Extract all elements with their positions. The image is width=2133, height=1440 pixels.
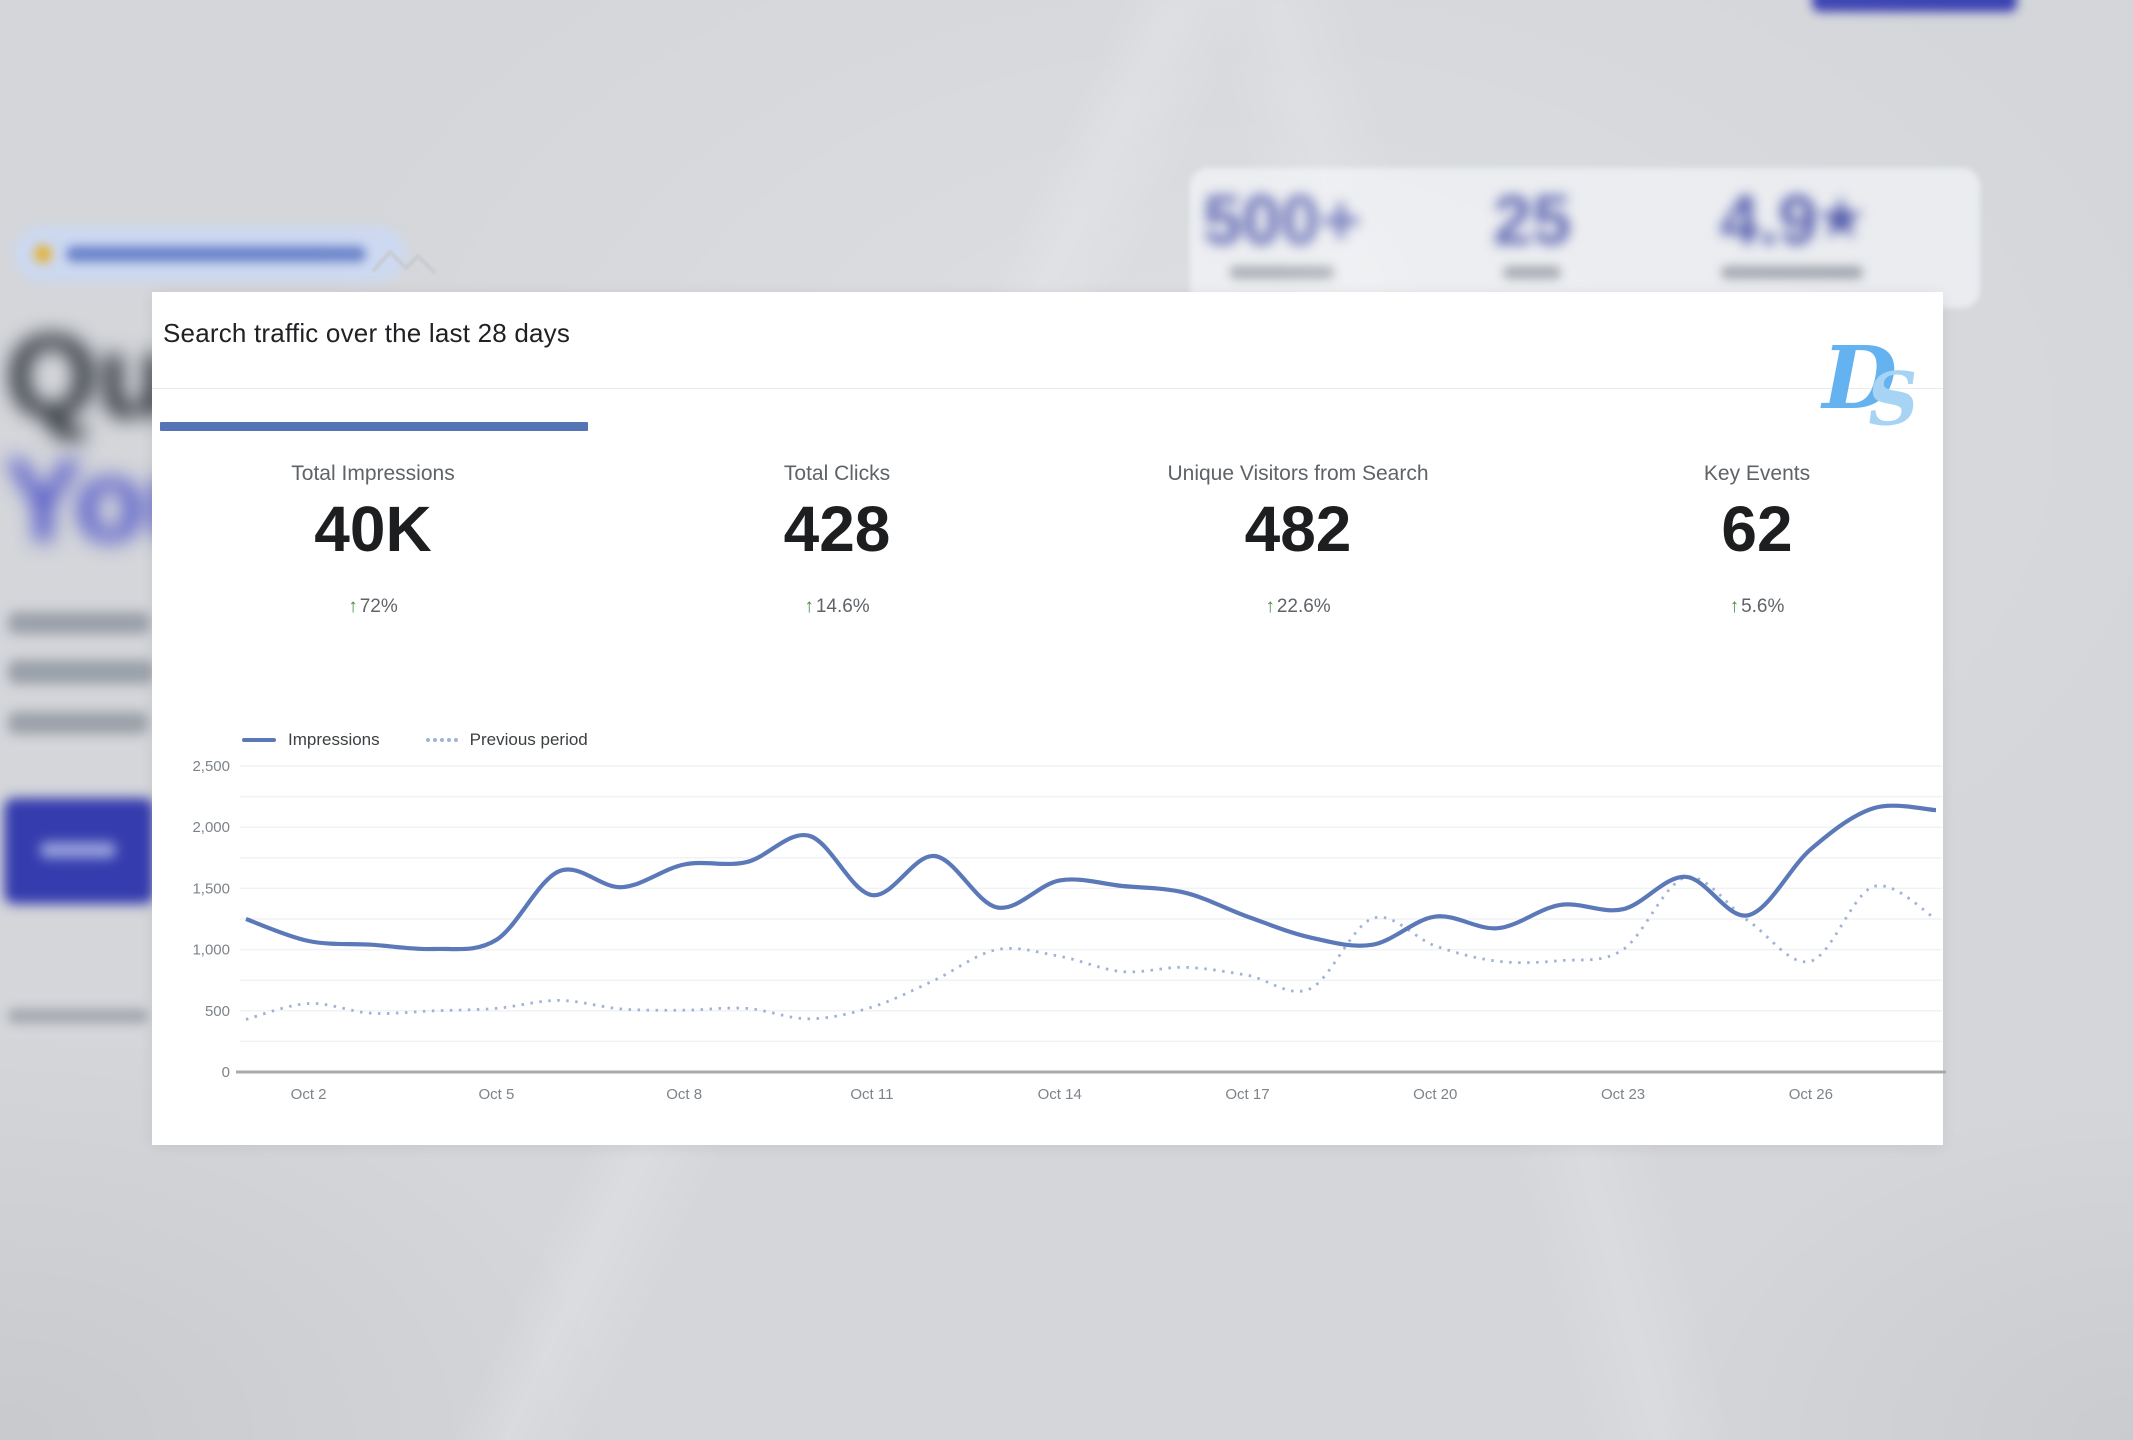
background-stat-rating: 4.9★ [1720, 180, 1864, 260]
dotted-line-swatch [425, 738, 458, 742]
series-line-impressions [245, 803, 1937, 952]
background-stats-panel [1190, 168, 1980, 308]
chart-legend: Impressions Previous period [242, 730, 588, 750]
metric-value: 428 [783, 493, 891, 565]
search-traffic-card: Search traffic over the last 28 days DS … [152, 292, 1946, 1145]
metric-change: ↑ 14.6% [784, 596, 891, 618]
series-line-previous-period [245, 875, 1937, 1021]
x-tick-label: Oct 14 [1038, 1086, 1082, 1103]
stat-value: 500+ [1203, 181, 1361, 259]
x-tick-label: Oct 8 [666, 1086, 702, 1103]
logo-letter-d: D [1822, 328, 1897, 429]
background-stat-years: 25 [1493, 180, 1571, 260]
card-divider [152, 388, 1943, 389]
x-tick-label: Oct 11 [850, 1086, 893, 1103]
x-tick-label: Oct 17 [1225, 1086, 1269, 1103]
background-blurred-button-top-right[interactable] [1812, 0, 2017, 12]
metric-label: Key Events [1703, 462, 1811, 485]
stat-value: 4.9 [1720, 181, 1818, 259]
y-tick-label: 500 [205, 1003, 230, 1020]
legend-item-impressions[interactable]: Impressions [242, 730, 380, 750]
x-tick-label: Oct 5 [478, 1086, 514, 1103]
up-arrow-icon: ↑ [1265, 596, 1275, 617]
background-text-line [8, 1008, 148, 1024]
metric-value: 62 [1721, 493, 1793, 565]
cta-blurred-label [40, 842, 116, 858]
background-stat-caption [1503, 266, 1561, 279]
x-tick-label: Oct 23 [1601, 1086, 1645, 1103]
y-tick-label: 2,000 [192, 819, 230, 836]
x-tick-label: Oct 2 [291, 1086, 327, 1103]
background-cta-button[interactable] [4, 798, 154, 904]
metric-value: 40K [314, 493, 432, 565]
metric-unique-visitors[interactable]: Unique Visitors from Search 482 ↑ 22.6% [1167, 462, 1428, 618]
metric-label: Total Clicks [783, 462, 891, 485]
y-tick-label: 1,500 [192, 880, 230, 897]
stat-value: 25 [1493, 181, 1571, 259]
y-tick-label: 2,500 [192, 758, 230, 775]
x-tick-label: Oct 26 [1789, 1086, 1833, 1103]
y-tick-label: 1,000 [192, 942, 230, 959]
card-title: Search traffic over the last 28 days [163, 318, 571, 348]
metric-key-events[interactable]: Key Events 62 ↑ 5.6% [1704, 462, 1810, 618]
ds-watermark-logo: DS [1822, 336, 1922, 443]
logo-letter-s: S [1864, 354, 1922, 443]
x-tick-label: Oct 20 [1413, 1086, 1457, 1103]
star-icon: ★ [1817, 190, 1864, 248]
background-paragraph-line [8, 660, 154, 684]
metric-change-value: 5.6% [1741, 596, 1785, 617]
background-heading-line1: Qu [6, 311, 170, 443]
legend-item-previous-period[interactable]: Previous period [425, 730, 588, 750]
metric-label: Total Impressions [291, 462, 455, 485]
metric-change: ↑ 22.6% [1167, 596, 1428, 618]
metric-change-value: 72% [359, 596, 398, 617]
up-arrow-icon: ↑ [804, 596, 814, 617]
solid-line-swatch [242, 738, 276, 742]
traffic-chart-svg: 0 500 1,000 1,500 2,000 2,500 Oct 2 Oct 5 Oct 8 O… [192, 758, 1946, 1103]
background-stat-projects: 500+ [1203, 180, 1361, 260]
roof-logo-icon [372, 244, 436, 285]
background-paragraph-line [8, 612, 150, 634]
metric-change: ↑ 5.6% [1704, 596, 1810, 618]
background-hero-badge [14, 226, 406, 282]
background-stat-caption [1721, 266, 1863, 279]
active-tab-indicator [160, 422, 588, 431]
metric-change-value: 22.6% [1276, 596, 1331, 617]
traffic-chart: 0 500 1,000 1,500 2,000 2,500 Oct 2 Oct 5 Oct 8 O… [172, 758, 1947, 1120]
legend-label: Impressions [288, 730, 380, 749]
metric-total-impressions[interactable]: Total Impressions 40K ↑ 72% [291, 462, 454, 618]
metric-change: ↑ 72% [291, 596, 454, 618]
metric-total-clicks[interactable]: Total Clicks 428 ↑ 14.6% [784, 462, 891, 618]
up-arrow-icon: ↑ [1729, 596, 1740, 617]
badge-dot-icon [34, 245, 52, 263]
metric-value: 482 [1244, 493, 1352, 565]
metric-label: Unique Visitors from Search [1167, 462, 1429, 485]
metric-change-value: 14.6% [815, 596, 870, 617]
up-arrow-icon: ↑ [348, 596, 358, 617]
badge-blurred-text [66, 246, 366, 262]
legend-label: Previous period [469, 730, 588, 749]
y-tick-label: 0 [222, 1064, 230, 1081]
background-stat-caption [1229, 266, 1335, 279]
background-paragraph-line [8, 712, 148, 734]
